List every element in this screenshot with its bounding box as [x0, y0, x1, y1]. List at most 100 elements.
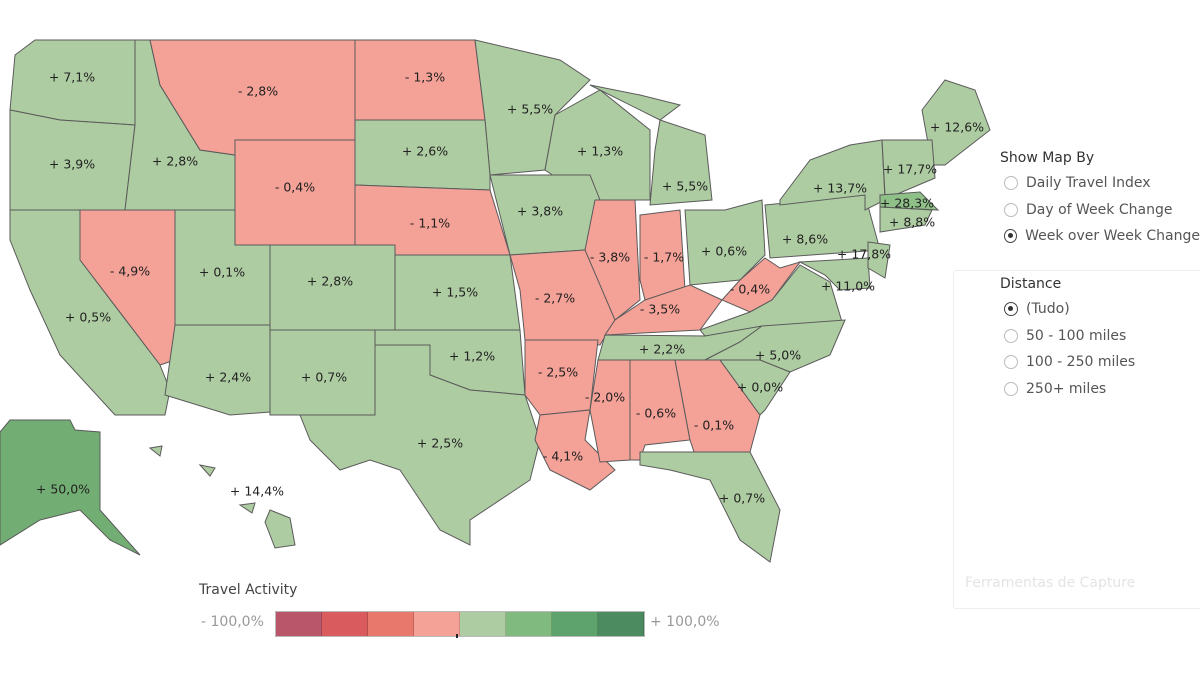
state-ma[interactable]: [879, 191, 940, 211]
legend-swatch: [460, 612, 506, 636]
state-value-label: - 2,0%: [585, 390, 625, 405]
state-value-label: + 1,2%: [449, 349, 495, 364]
option-label: 250+ miles: [1026, 380, 1107, 397]
radio-button[interactable]: [1004, 302, 1018, 317]
show-map-by-filter: Show Map By Daily Travel Index Day of Wee…: [1000, 150, 1200, 250]
state-value-label: + 2,4%: [205, 370, 251, 385]
state-hi[interactable]: [148, 445, 163, 457]
state-ca[interactable]: [9, 209, 171, 416]
state-value-label: - 2,5%: [538, 365, 578, 380]
state-value-label: + 5,5%: [662, 179, 708, 194]
distance-option[interactable]: 100 - 250 miles: [1000, 349, 1135, 376]
state-value-label: + 1,3%: [577, 144, 623, 159]
state-value-label: + 2,8%: [152, 154, 198, 169]
show-map-by-option[interactable]: Day of Week Change: [1000, 197, 1200, 224]
state-value-label: - 0,4%: [730, 282, 770, 297]
state-nh[interactable]: [881, 139, 936, 196]
state-hi[interactable]: [238, 502, 256, 514]
option-label: Day of Week Change: [1026, 201, 1173, 218]
state-fl[interactable]: [639, 451, 781, 563]
state-ak[interactable]: [0, 419, 141, 556]
state-value-label: + 17,8%: [837, 247, 891, 262]
state-value-label: + 13,7%: [813, 181, 867, 196]
state-value-label: + 50,0%: [36, 482, 90, 497]
state-ct[interactable]: [879, 206, 933, 233]
state-value-label: + 2,8%: [307, 274, 353, 289]
option-label: 100 - 250 miles: [1026, 354, 1136, 371]
option-label: 50 - 100 miles: [1026, 327, 1127, 344]
state-value-label: - 4,1%: [543, 449, 583, 464]
state-nj[interactable]: [867, 241, 891, 279]
state-value-label: + 7,1%: [49, 70, 95, 85]
state-md[interactable]: [798, 257, 871, 291]
capture-tool-watermark: Ferramentas de Capture: [965, 575, 1136, 591]
state-value-label: - 4,9%: [110, 264, 150, 279]
state-value-label: + 8,8%: [889, 215, 935, 230]
state-value-label: + 2,6%: [402, 144, 448, 159]
state-mo[interactable]: [509, 249, 616, 346]
state-value-label: + 28,3%: [880, 196, 934, 211]
legend-swatch: [598, 612, 644, 636]
radio-button[interactable]: [1004, 176, 1018, 191]
state-hi[interactable]: [264, 509, 296, 549]
radio-button[interactable]: [1004, 328, 1018, 343]
state-value-label: - 0,4%: [275, 180, 315, 195]
legend-swatch: [368, 612, 414, 636]
state-value-label: + 2,5%: [417, 436, 463, 451]
show-map-by-title: Show Map By: [1000, 150, 1095, 166]
radio-button[interactable]: [1004, 381, 1018, 396]
legend-zero-tick: [456, 634, 458, 638]
legend-color-ramp: [275, 611, 645, 637]
state-value-label: + 3,8%: [517, 204, 563, 219]
distance-title: Distance: [1000, 276, 1062, 292]
state-value-label: + 17,7%: [883, 162, 937, 177]
state-value-label: - 2,7%: [535, 291, 575, 306]
state-value-label: + 0,0%: [737, 380, 783, 395]
legend-swatch: [322, 612, 368, 636]
state-value-label: - 1,7%: [644, 250, 684, 265]
option-label: Week over Week Change: [1025, 228, 1200, 245]
state-value-label: + 14,4%: [230, 484, 284, 499]
legend-min-label: - 100,0%: [201, 614, 264, 630]
state-az[interactable]: [164, 324, 271, 416]
state-value-label: - 2,8%: [238, 84, 278, 99]
state-value-label: + 0,7%: [719, 491, 765, 506]
state-value-label: + 3,9%: [49, 157, 95, 172]
show-map-by-option[interactable]: Week over Week Change: [1000, 223, 1200, 250]
distance-filter-box: [953, 270, 1200, 609]
state-value-label: - 1,3%: [405, 70, 445, 85]
radio-button[interactable]: [1004, 229, 1018, 244]
distance-filter: Distance (Tudo) 50 - 100 miles 100 - 250 …: [1000, 276, 1135, 402]
legend-swatch: [276, 612, 322, 636]
state-mi[interactable]: [649, 119, 713, 206]
option-label: (Tudo): [1026, 301, 1070, 318]
state-value-label: - 3,8%: [590, 250, 630, 265]
distance-option[interactable]: (Tudo): [1000, 296, 1135, 323]
state-value-label: - 1,1%: [410, 216, 450, 231]
state-value-label: + 0,7%: [301, 370, 347, 385]
state-value-label: + 0,5%: [65, 310, 111, 325]
state-value-label: + 1,5%: [432, 285, 478, 300]
legend-swatch: [506, 612, 552, 636]
legend-title: Travel Activity: [199, 582, 298, 598]
state-sc[interactable]: [719, 359, 791, 416]
legend-swatch: [414, 612, 460, 636]
state-hi[interactable]: [198, 464, 216, 477]
state-mi[interactable]: [589, 84, 682, 121]
state-value-label: + 5,5%: [507, 102, 553, 117]
distance-option[interactable]: 250+ miles: [1000, 376, 1135, 403]
state-value-label: + 11,0%: [821, 279, 875, 294]
state-value-label: + 8,6%: [782, 232, 828, 247]
state-la[interactable]: [534, 409, 616, 491]
radio-button[interactable]: [1004, 202, 1018, 217]
state-value-label: + 5,0%: [755, 348, 801, 363]
show-map-by-option[interactable]: Daily Travel Index: [1000, 170, 1200, 197]
radio-button[interactable]: [1004, 355, 1018, 370]
state-ms[interactable]: [589, 359, 631, 463]
option-label: Daily Travel Index: [1026, 175, 1151, 192]
state-value-label: - 0,1%: [694, 418, 734, 433]
legend-swatch: [552, 612, 598, 636]
state-tx[interactable]: [299, 344, 541, 546]
distance-option[interactable]: 50 - 100 miles: [1000, 323, 1135, 350]
